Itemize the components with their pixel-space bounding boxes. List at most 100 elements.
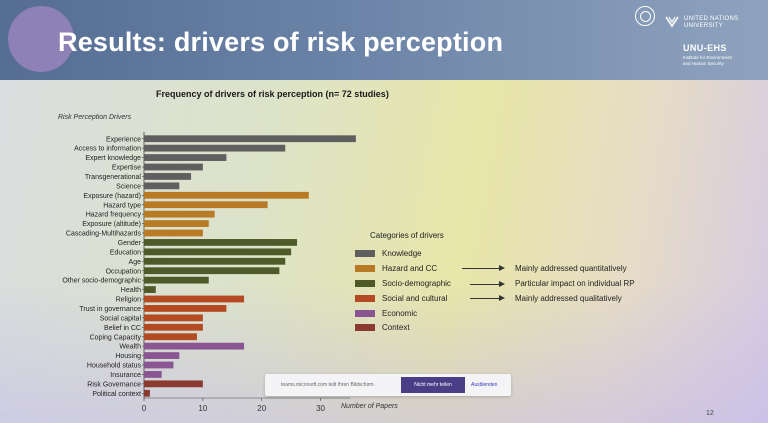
category-label: Political context xyxy=(92,391,141,398)
chart-title: Frequency of drivers of risk perception … xyxy=(156,89,389,99)
x-tick-label: 0 xyxy=(142,404,147,413)
bar xyxy=(144,389,150,397)
bar xyxy=(144,380,203,388)
arrow-line xyxy=(470,298,500,299)
bar xyxy=(144,201,268,209)
category-label: Access to information xyxy=(74,146,141,153)
bar xyxy=(144,352,180,359)
legend-title: Categories of drivers xyxy=(370,231,444,240)
category-label: Risk Governance xyxy=(87,381,141,388)
slide-title: Results: drivers of risk perception xyxy=(58,27,504,57)
page-number: 12 xyxy=(706,410,714,417)
bar xyxy=(144,295,245,303)
legend-label: Socio-demographic xyxy=(382,279,451,288)
institute-name: UNU-EHS xyxy=(683,43,727,53)
category-label: Transgenerational xyxy=(85,174,142,181)
bar xyxy=(144,191,309,199)
x-axis-label: Number of Papers xyxy=(341,403,398,410)
legend-note: Mainly addressed quantitatively xyxy=(515,264,627,273)
category-label: Expert knowledge xyxy=(85,155,141,162)
category-label: Science xyxy=(116,183,141,190)
bar xyxy=(144,305,227,312)
x-tick-label: 30 xyxy=(316,404,325,413)
arrow-right-icon xyxy=(499,281,505,287)
hide-link[interactable]: Ausblenden xyxy=(471,382,498,388)
y-axis-label: Risk Perception Drivers xyxy=(58,114,132,121)
screen-share-banner: teams.microsoft.com teilt Ihren Bildschi… xyxy=(265,374,511,396)
bar xyxy=(144,154,227,161)
bar xyxy=(144,333,197,341)
legend-swatch xyxy=(355,310,375,317)
category-label: Belief in CC xyxy=(104,325,141,332)
category-label: Wealth xyxy=(119,344,141,351)
arrow-line xyxy=(470,284,500,285)
category-label: Health xyxy=(121,287,141,294)
legend-label: Social and cultural xyxy=(382,294,448,303)
bar xyxy=(144,210,215,218)
category-label: Age xyxy=(129,259,142,266)
institute-subtitle-line1: Institute for Environment xyxy=(683,55,732,60)
category-label: Household status xyxy=(87,363,142,370)
legend-note: Mainly addressed qualitatively xyxy=(515,294,622,303)
legend-swatch xyxy=(355,295,375,302)
bar xyxy=(144,323,203,331)
x-tick-label: 10 xyxy=(198,404,207,413)
bar xyxy=(144,135,356,143)
screen-share-text: teams.microsoft.com teilt Ihren Bildschi… xyxy=(281,382,375,388)
category-label: Religion xyxy=(116,297,141,304)
legend-swatch xyxy=(355,265,375,272)
legend-label: Hazard and CC xyxy=(382,264,438,273)
bar xyxy=(144,342,245,350)
category-label: Hazard frequency xyxy=(86,212,142,219)
bar xyxy=(144,220,209,227)
bar xyxy=(144,173,192,180)
bar xyxy=(144,371,162,378)
logo-text-line1: UNITED NATIONS xyxy=(684,16,739,22)
category-label: Gender xyxy=(118,240,142,247)
legend-label: Knowledge xyxy=(382,249,422,258)
logo-text-line2: UNIVERSITY xyxy=(684,23,724,29)
category-label: Social capital xyxy=(100,315,142,322)
decorative-circle xyxy=(8,6,74,72)
category-label: Coping Capacity xyxy=(90,334,142,341)
category-label: Hazard type xyxy=(103,202,141,209)
legend-label: Context xyxy=(382,323,410,332)
category-label: Experience xyxy=(106,136,141,143)
bar xyxy=(144,248,292,256)
category-label: Trust in governance xyxy=(79,306,141,313)
un-emblem-icon xyxy=(635,6,655,26)
bar xyxy=(144,314,203,322)
stop-sharing-button[interactable]: Nicht mehr teilen xyxy=(401,377,465,393)
category-label: Exposure (altitude) xyxy=(82,221,141,228)
bar xyxy=(144,163,203,171)
arrow-right-icon xyxy=(499,265,505,271)
legend-note: Particular impact on individual RP xyxy=(515,279,635,288)
institute-subtitle-line2: and Human Security xyxy=(683,60,724,66)
bar xyxy=(144,239,298,246)
bar xyxy=(144,276,209,284)
bar xyxy=(144,229,203,237)
x-tick-label: 20 xyxy=(257,404,266,413)
category-label: Occupation xyxy=(106,268,142,275)
legend-label: Economic xyxy=(382,309,418,318)
bar xyxy=(144,267,280,275)
institute-subtitle: Institute for Environment and Human Secu… xyxy=(683,55,732,66)
category-label: Expertise xyxy=(112,165,141,172)
bar xyxy=(144,182,180,190)
arrow-line xyxy=(462,268,500,269)
bar xyxy=(144,286,156,293)
category-label: Insurance xyxy=(110,372,141,379)
bar xyxy=(144,361,174,369)
legend-swatch xyxy=(355,324,375,331)
unu-logo-icon xyxy=(665,16,679,28)
category-label: Housing xyxy=(115,353,141,360)
category-label: Exposure (hazard) xyxy=(83,193,141,200)
slide-header: Results: drivers of risk perception UNIT… xyxy=(0,0,768,80)
arrow-right-icon xyxy=(499,295,505,301)
category-label: Cascading-Multihazards xyxy=(66,231,142,238)
legend-swatch xyxy=(355,250,375,257)
legend-swatch xyxy=(355,280,375,287)
category-label: Other socio-demographic xyxy=(62,278,141,285)
bar xyxy=(144,257,286,265)
